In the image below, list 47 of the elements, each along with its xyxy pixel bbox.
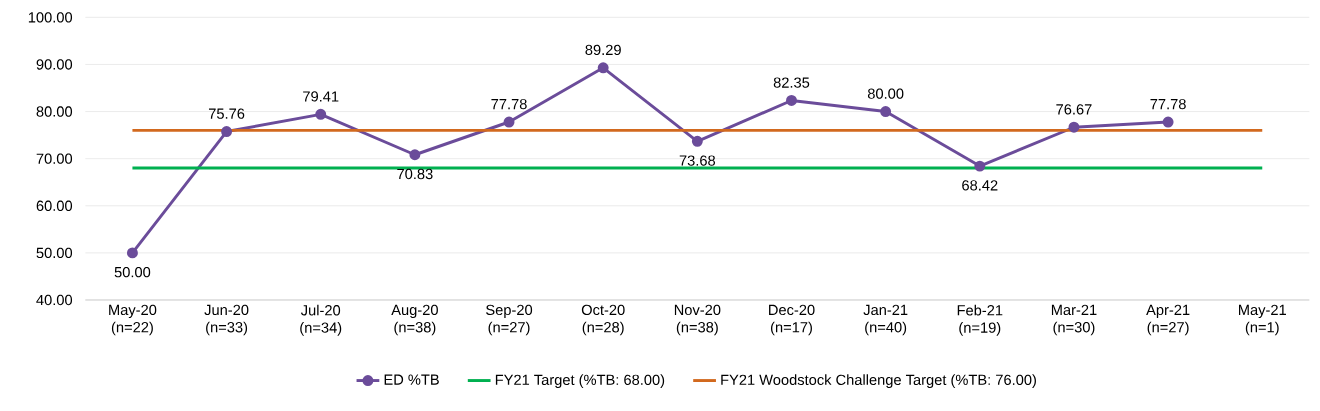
data-label: 89.29	[585, 44, 621, 56]
point	[880, 106, 892, 118]
point	[221, 126, 233, 138]
y-tick-label: 100.00	[28, 12, 73, 23]
data-label: 77.78	[1150, 99, 1186, 110]
data-label: 68.42	[962, 180, 998, 191]
x-tick-label: Sep-20 (n=27)	[486, 304, 533, 336]
y-tick-label: 80.00	[36, 106, 73, 117]
data-label: 77.78	[491, 99, 527, 110]
x-tick-label: Jul-20 (n=34)	[300, 304, 342, 336]
point	[786, 95, 797, 107]
point	[691, 136, 703, 147]
point	[409, 149, 421, 161]
y-tick-label: 90.00	[36, 59, 73, 70]
data-label: 75.76	[208, 108, 245, 119]
y-tick-label: 50.00	[36, 247, 73, 259]
data-label: 80.00	[867, 88, 904, 100]
data-label: 70.83	[397, 168, 433, 180]
x-tick-label: Jan-21 (n=40)	[863, 304, 908, 336]
data-label: 73.68	[679, 155, 716, 166]
x-tick-label: Dec-20 (n=17)	[769, 304, 815, 336]
data-label: 50.00	[114, 267, 151, 278]
legend-label: FY21 Target (%TB: 68.00)	[495, 374, 665, 389]
point	[126, 247, 138, 259]
point	[1162, 116, 1174, 128]
data-label: 76.67	[1056, 104, 1092, 115]
legend-label: ED %TB	[384, 374, 439, 385]
x-tick-label: May-21 (n=1)	[1239, 304, 1286, 336]
point	[1068, 121, 1080, 133]
x-tick-label: Apr-21 (n=27)	[1146, 304, 1190, 336]
x-tick-label: Feb-21 (n=19)	[957, 304, 1003, 336]
x-tick-label: Nov-20 (n=38)	[674, 304, 721, 336]
point	[503, 116, 515, 128]
x-tick-label: Oct-20 (n=28)	[581, 304, 625, 336]
point	[974, 160, 986, 172]
x-tick-label: Aug-20 (n=38)	[391, 304, 438, 336]
legend-label: FY21 Woodstock Challenge Target (%TB: 76.00)	[721, 374, 1036, 389]
y-tick-label: 40.00	[36, 294, 73, 306]
y-tick-label: 60.00	[36, 200, 73, 212]
point	[315, 109, 327, 120]
data-label: 79.41	[303, 91, 339, 102]
data-label: 82.35	[773, 77, 810, 88]
y-tick-label: 70.00	[36, 153, 73, 165]
x-tick-label: Mar-21 (n=30)	[1051, 304, 1097, 336]
point	[597, 62, 609, 74]
x-tick-label: May-20 (n=22)	[109, 304, 157, 336]
x-tick-label: Jun-20 (n=33)	[204, 304, 249, 336]
